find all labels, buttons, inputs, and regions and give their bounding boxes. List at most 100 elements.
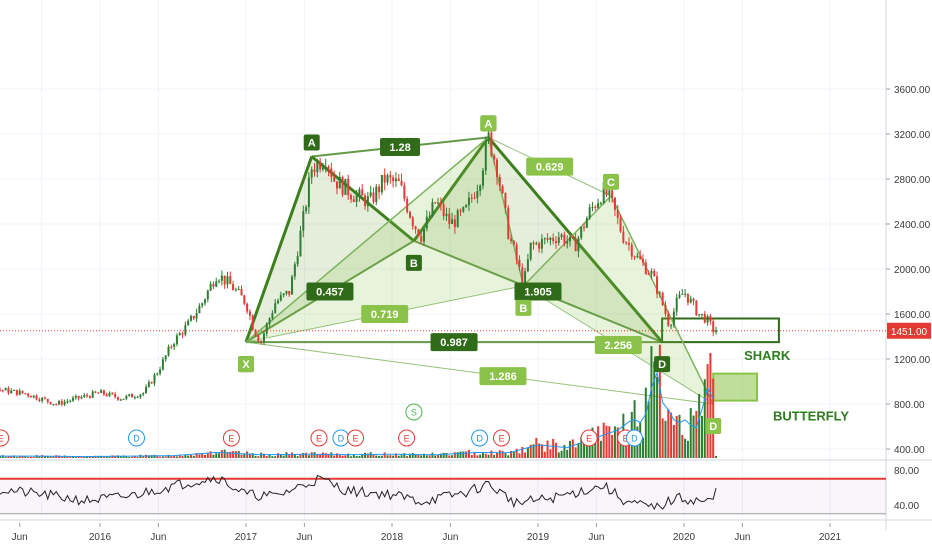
- pattern-xab-shape: [246, 156, 414, 343]
- volume-bar: [546, 440, 549, 458]
- candle-body: [599, 203, 602, 205]
- pattern-ratio-badge: [430, 333, 478, 352]
- candle-body: [111, 392, 114, 394]
- pattern-point-badge: [654, 356, 671, 373]
- candle-body: [456, 210, 459, 228]
- volume-bar: [439, 453, 442, 458]
- volume-bar: [518, 453, 521, 458]
- volume-bar: [136, 456, 139, 458]
- volume-bar: [670, 412, 673, 458]
- candle-body: [10, 390, 13, 394]
- volume-bar: [437, 455, 440, 458]
- candle-body: [521, 267, 524, 287]
- pattern-point-badge: [238, 356, 254, 373]
- candle-body: [369, 192, 372, 197]
- candle-body: [647, 274, 650, 276]
- volume-bar: [476, 455, 479, 458]
- candle-body: [540, 239, 543, 249]
- candle-body: [616, 209, 619, 219]
- volume-bar: [74, 457, 77, 458]
- candle-body: [313, 169, 316, 173]
- volume-bar: [192, 455, 195, 458]
- candle-body: [512, 240, 515, 245]
- candle-body: [423, 228, 426, 242]
- volume-bar: [285, 452, 288, 458]
- pattern-ratio-value: 1.28: [389, 142, 410, 154]
- volume-bar: [86, 456, 89, 458]
- candle-body: [7, 388, 10, 394]
- candle-body: [279, 295, 282, 301]
- price-axis-label: 2800.00: [894, 175, 931, 186]
- pattern-point-label: C: [607, 177, 615, 189]
- candle-body: [501, 186, 504, 193]
- candle-body: [479, 185, 482, 192]
- volume-bar: [366, 453, 369, 458]
- event-marker-label: E: [352, 434, 358, 444]
- candle-body: [195, 313, 198, 319]
- candle-body: [358, 189, 361, 196]
- volume-bar: [142, 456, 145, 458]
- volume-bar: [355, 456, 358, 458]
- volume-bar: [557, 452, 560, 458]
- candle-body: [187, 320, 190, 326]
- volume-bar: [321, 452, 324, 458]
- candle-body: [355, 195, 358, 202]
- candle-body: [74, 395, 77, 398]
- volume-bar: [220, 450, 223, 458]
- volume-bar: [599, 440, 602, 458]
- volume-bar: [392, 455, 395, 458]
- candle-body: [125, 395, 128, 399]
- volume-bar: [234, 451, 237, 458]
- volume-bar: [653, 361, 656, 458]
- candle-body: [147, 382, 150, 387]
- volume-bar: [498, 450, 501, 458]
- candle-body: [77, 395, 80, 399]
- pattern-point-label: B: [410, 258, 418, 270]
- volume-bar: [271, 456, 274, 458]
- candle-body: [383, 174, 386, 183]
- volume-bar: [479, 454, 482, 458]
- volume-bar: [462, 451, 465, 458]
- candle-body: [400, 180, 403, 186]
- candle-body: [175, 335, 178, 345]
- volume-bar: [678, 414, 681, 458]
- event-marker: [347, 429, 364, 447]
- candle-body: [397, 178, 400, 181]
- volume-bar: [667, 409, 670, 458]
- candle-body: [535, 243, 538, 245]
- volume-bar: [10, 456, 13, 458]
- candle-body: [515, 244, 518, 260]
- volume-bar: [189, 455, 192, 458]
- last-price-tag: [887, 322, 931, 339]
- volume-bar: [333, 455, 336, 458]
- candle-body: [627, 242, 630, 245]
- candle-body: [341, 176, 344, 195]
- pattern-ratio-value: 0.719: [371, 309, 399, 321]
- candle-body: [681, 293, 684, 295]
- price-axis-label: 400.00: [894, 445, 925, 456]
- volume-bar: [299, 454, 302, 458]
- volume-bar: [515, 448, 518, 458]
- candle-body: [414, 226, 417, 230]
- volume-bar: [467, 449, 470, 458]
- candle-body: [420, 236, 423, 242]
- candle-body: [417, 229, 420, 237]
- volume-bar: [451, 455, 454, 458]
- candle-body: [411, 217, 414, 227]
- volume-bar: [305, 452, 308, 458]
- candle-body: [13, 389, 16, 391]
- volume-bar: [122, 455, 125, 458]
- candle-body: [639, 255, 642, 260]
- candle-body: [100, 390, 103, 393]
- pattern-ratio-badge: [306, 282, 354, 301]
- event-marker: [310, 429, 328, 447]
- volume-bar: [372, 454, 375, 458]
- volume-bar: [535, 437, 538, 458]
- event-marker: [471, 429, 489, 447]
- time-axis-label: Jun: [442, 532, 458, 543]
- candle-body: [209, 283, 212, 291]
- volume-bar: [251, 453, 254, 458]
- candle-body: [594, 206, 597, 208]
- pattern-target-zone: [661, 317, 780, 344]
